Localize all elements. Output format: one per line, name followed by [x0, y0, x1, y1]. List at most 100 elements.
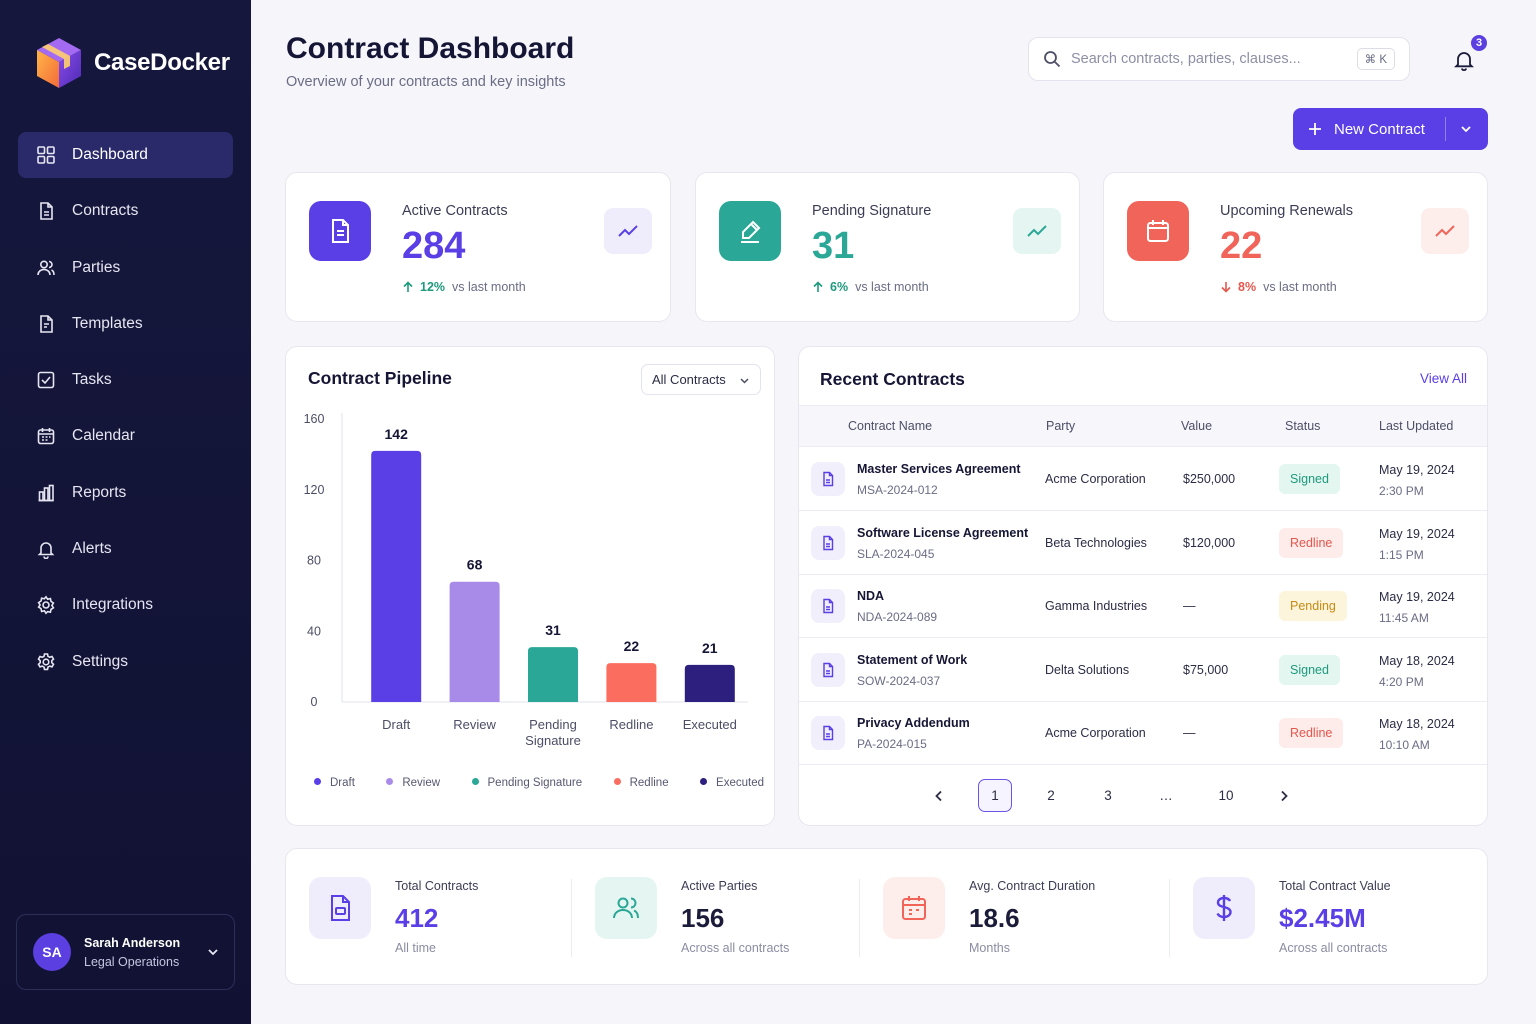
- sidebar-item-contracts[interactable]: Contracts: [18, 188, 233, 234]
- sidebar-item-label: Dashboard: [72, 146, 148, 163]
- bar-executed[interactable]: [684, 664, 735, 702]
- last-updated-time: 1:15 PM: [1379, 547, 1424, 562]
- contract-value: —: [1183, 599, 1196, 613]
- sidebar-item-label: Tasks: [72, 371, 112, 389]
- view-all-link[interactable]: View All: [1419, 371, 1467, 386]
- pipeline-title: Contract Pipeline: [308, 368, 452, 388]
- legend-item[interactable]: Redline: [613, 777, 669, 789]
- sidebar-item-alerts[interactable]: Alerts: [18, 526, 233, 572]
- sidebar-item-label: Reports: [72, 483, 127, 501]
- summary-sub: Across all contracts: [681, 941, 790, 955]
- document-icon: [823, 598, 834, 614]
- pagination-page[interactable]: 1: [978, 779, 1012, 812]
- bar-pending-signature[interactable]: [528, 647, 578, 702]
- sidebar-item-integrations[interactable]: Integrations: [18, 582, 233, 628]
- sidebar-item-label: Alerts: [72, 540, 112, 558]
- table-row[interactable]: Statement of Work SOW-2024-037 Delta Solut…: [799, 638, 1487, 702]
- stat-card-upcoming-renewals[interactable]: Upcoming Renewals 22 8% vs last month: [1103, 172, 1488, 322]
- status-badge: Redline: [1279, 718, 1344, 748]
- contract-code: SOW-2024-037: [857, 673, 941, 688]
- table-row[interactable]: Software License Agreement SLA-2024-045 Be…: [799, 511, 1487, 575]
- y-tick-label: 80: [307, 554, 321, 568]
- search-bar[interactable]: ⌘ K: [1028, 37, 1410, 81]
- summary-label: Avg. Contract Duration: [969, 879, 1096, 893]
- bar-review[interactable]: [449, 581, 500, 702]
- summary-label: Active Parties: [681, 879, 758, 893]
- legend-swatch: [700, 778, 708, 785]
- search-input[interactable]: [1071, 51, 1351, 67]
- divider: [571, 879, 572, 957]
- document-icon: [332, 219, 349, 243]
- sidebar-item-reports[interactable]: Reports: [18, 470, 233, 516]
- contract-name[interactable]: NDA: [857, 589, 885, 603]
- contract-name[interactable]: Master Services Agreement: [857, 462, 1021, 476]
- x-tick-label: Pending Signature: [525, 717, 581, 748]
- x-tick-label: Redline: [609, 717, 653, 732]
- sidebar-item-settings[interactable]: Settings: [18, 639, 233, 685]
- sidebar-item-calendar[interactable]: Calendar: [18, 413, 233, 459]
- stat-card-active-contracts[interactable]: Active Contracts 284 12% vs last month: [285, 172, 671, 322]
- column-header-value[interactable]: Value: [1181, 419, 1213, 433]
- table-row[interactable]: NDA NDA-2024-089 Gamma Industries — Pending M…: [799, 574, 1487, 638]
- contract-value: $120,000: [1183, 535, 1236, 550]
- summary-value: 412: [395, 903, 439, 933]
- last-updated-time: 4:20 PM: [1379, 674, 1424, 689]
- last-updated-date: May 18, 2024: [1379, 653, 1455, 668]
- divider: [859, 879, 860, 957]
- chevron-left-icon: [935, 790, 942, 801]
- legend-item[interactable]: Executed: [700, 777, 764, 789]
- document-icon: [823, 662, 834, 677]
- column-header-status[interactable]: Status: [1285, 419, 1321, 433]
- chevron-down-icon[interactable]: [1459, 122, 1473, 136]
- legend-swatch: [471, 778, 479, 785]
- bar-group: 31 Pending Signature: [525, 622, 581, 748]
- sidebar-item-tasks[interactable]: Tasks: [18, 357, 233, 403]
- pagination-next-button[interactable]: [1267, 779, 1301, 812]
- summary-value: 156: [681, 903, 725, 933]
- summary-value: 18.6: [969, 903, 1020, 933]
- integrations-icon: [37, 595, 55, 615]
- notifications-bell-icon[interactable]: [1452, 48, 1476, 72]
- notification-badge: 3: [1469, 33, 1489, 53]
- column-header-last-updated[interactable]: Last Updated: [1379, 419, 1454, 433]
- user-menu[interactable]: SA Sarah Anderson Legal Operations: [16, 914, 235, 990]
- sidebar-item-parties[interactable]: Parties: [18, 245, 233, 291]
- contract-code: SLA-2024-045: [857, 546, 935, 561]
- contract-name[interactable]: Software License Agreement: [857, 525, 1029, 540]
- legend-item[interactable]: Review: [386, 777, 440, 789]
- table-header: Contract Name Party Value Status Last Up…: [799, 405, 1487, 447]
- pagination-page[interactable]: 2: [1047, 788, 1055, 803]
- stat-delta: 8% vs last month: [1220, 280, 1337, 294]
- arrow-down-icon: [1221, 282, 1231, 293]
- bar-redline[interactable]: [606, 663, 657, 702]
- contract-doc-icon-bg: [811, 525, 845, 560]
- page-title: Contract Dashboard: [286, 32, 575, 65]
- stat-card-pending-signature[interactable]: Pending Signature 31 6% vs last month: [695, 172, 1080, 322]
- summary-icon-bg: [309, 877, 371, 939]
- new-contract-button[interactable]: New Contract: [1293, 108, 1488, 150]
- pipeline-bar-chart: 0 40 80 120 160 142 Draft 68 Review 31 Pending Sign…: [304, 412, 748, 748]
- dollar-icon: [1216, 895, 1232, 921]
- column-header-contract-name[interactable]: Contract Name: [848, 419, 933, 433]
- avatar: SA: [33, 933, 71, 971]
- pagination-page[interactable]: 3: [1104, 788, 1112, 803]
- contract-code: MSA-2024-012: [857, 483, 938, 497]
- pagination-page[interactable]: 10: [1218, 788, 1234, 803]
- sidebar-item-dashboard[interactable]: Dashboard: [18, 132, 233, 178]
- bar-draft[interactable]: [371, 450, 422, 702]
- page-subtitle: Overview of your contracts and key insig…: [286, 74, 566, 90]
- summary-card: Total Contracts 412 All time Active Part…: [285, 848, 1488, 985]
- legend-item[interactable]: Pending Signature: [471, 777, 582, 789]
- sidebar-item-templates[interactable]: Templates: [18, 301, 233, 347]
- contract-name[interactable]: Statement of Work: [857, 652, 968, 667]
- contract-name[interactable]: Privacy Addendum: [857, 716, 970, 730]
- legend-swatch: [386, 778, 394, 785]
- table-row[interactable]: Master Services Agreement MSA-2024-012 Acm…: [799, 447, 1487, 511]
- pipeline-filter-dropdown[interactable]: All Contracts: [641, 364, 761, 395]
- column-header-party[interactable]: Party: [1046, 419, 1076, 433]
- legend-item[interactable]: Draft: [314, 777, 355, 789]
- stat-delta: 12% vs last month: [402, 280, 526, 294]
- brand[interactable]: CaseDocker: [34, 36, 230, 90]
- table-row[interactable]: Privacy Addendum PA-2024-015 Acme Corporat…: [799, 701, 1487, 765]
- pagination-prev-button[interactable]: [922, 779, 956, 812]
